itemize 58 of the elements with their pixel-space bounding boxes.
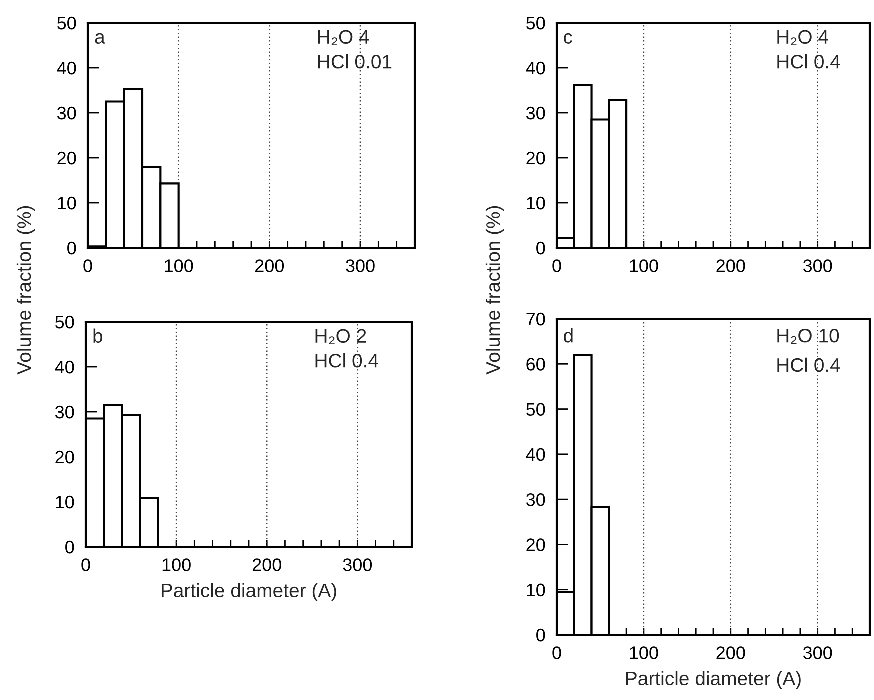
x-tick-label: 0 bbox=[84, 260, 92, 272]
x-tick-label: 100 bbox=[165, 260, 194, 272]
y-tick-label: 30 bbox=[57, 106, 76, 120]
annotation: HCl 0.4 bbox=[316, 354, 378, 368]
annotation: H₂O 2 bbox=[316, 329, 366, 345]
x-tick-label: 300 bbox=[803, 646, 832, 660]
x-axis-title: Particle diameter (A) bbox=[626, 671, 801, 690]
y-tick-label: 70 bbox=[526, 312, 546, 326]
x-tick-label: 300 bbox=[803, 260, 832, 272]
annotation: HCl 0.01 bbox=[318, 54, 392, 69]
y-tick-label: 10 bbox=[527, 584, 546, 597]
y-tick-label: 20 bbox=[58, 152, 76, 165]
x-tick-label: 200 bbox=[256, 260, 284, 272]
y-tick-label: 30 bbox=[526, 106, 546, 120]
y-tick-label: 50 bbox=[56, 316, 74, 329]
y-tick-label: 40 bbox=[57, 62, 76, 75]
y-tick-label: 40 bbox=[526, 62, 546, 75]
y-axis-title: Volume fraction (%) bbox=[16, 206, 36, 375]
y-tick-label: 10 bbox=[527, 196, 546, 210]
x-tick-label: 100 bbox=[162, 558, 191, 572]
x-tick-label: 100 bbox=[630, 646, 658, 660]
y-tick-label: 60 bbox=[526, 358, 546, 371]
annotation: b bbox=[94, 328, 103, 344]
x-tick-label: 200 bbox=[252, 558, 282, 572]
y-tick-label: 50 bbox=[58, 16, 76, 30]
y-tick-label: 30 bbox=[55, 406, 74, 419]
x-tick-label: 300 bbox=[343, 558, 372, 572]
x-tick-label: 100 bbox=[630, 260, 658, 272]
annotation: a bbox=[95, 33, 106, 44]
x-axis-title: Particle diameter (A) bbox=[162, 583, 336, 602]
x-tick-label: 300 bbox=[346, 260, 375, 272]
y-tick-label: 20 bbox=[526, 538, 546, 552]
y-tick-label: 30 bbox=[526, 494, 546, 506]
x-tick-label: 0 bbox=[552, 646, 562, 660]
y-tick-label: 0 bbox=[68, 242, 76, 255]
y-axis-title: Volume fraction (%) bbox=[486, 206, 504, 375]
y-tick-label: 0 bbox=[536, 628, 546, 642]
y-tick-label: 10 bbox=[58, 196, 76, 210]
y-tick-label: 50 bbox=[526, 403, 546, 416]
annotation: H₂O 4 bbox=[318, 30, 370, 46]
x-tick-label: 0 bbox=[82, 558, 90, 572]
y-tick-label: 40 bbox=[526, 448, 546, 462]
annotation: d bbox=[564, 328, 573, 343]
annotation: H₂O 4 bbox=[778, 30, 828, 46]
annotation: H₂O 10 bbox=[778, 328, 840, 344]
annotation: HCl 0.4 bbox=[778, 358, 840, 372]
x-tick-label: 0 bbox=[552, 260, 562, 272]
y-tick-label: 20 bbox=[526, 152, 546, 165]
y-tick-label: 0 bbox=[536, 242, 546, 255]
y-tick-label: 50 bbox=[526, 16, 546, 30]
x-tick-label: 200 bbox=[716, 260, 746, 272]
annotation: c bbox=[564, 33, 572, 44]
y-tick-label: 20 bbox=[56, 450, 74, 464]
y-tick-label: 10 bbox=[56, 496, 74, 509]
y-tick-label: 40 bbox=[55, 360, 74, 374]
y-tick-label: 0 bbox=[66, 540, 74, 554]
annotation: HCl 0.4 bbox=[778, 54, 840, 69]
x-tick-label: 200 bbox=[716, 646, 746, 660]
